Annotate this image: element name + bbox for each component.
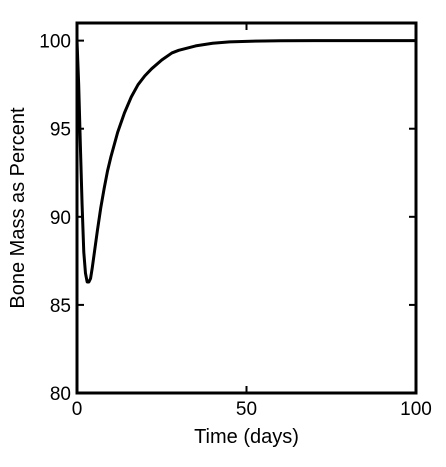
- y-axis-label: Bone Mass as Percent: [7, 107, 29, 309]
- series-group: [75, 39, 418, 284]
- y-tick-label: 90: [50, 208, 71, 229]
- plot-frame: [75, 21, 418, 395]
- plot-area: [77, 23, 416, 393]
- tick-labels: 0 50 100 80 85 90 95 100: [39, 32, 432, 420]
- series-line-0: [75, 39, 418, 284]
- x-axis-label: Time (days): [194, 426, 299, 448]
- x-tick-label: 50: [236, 399, 257, 420]
- y-tick-label: 85: [50, 296, 71, 317]
- y-tick-label: 80: [50, 384, 71, 405]
- x-tick-label: 0: [72, 399, 83, 420]
- y-tick-label: 95: [50, 120, 71, 141]
- x-tick-label: 100: [400, 399, 432, 420]
- y-tick-label: 100: [39, 32, 71, 53]
